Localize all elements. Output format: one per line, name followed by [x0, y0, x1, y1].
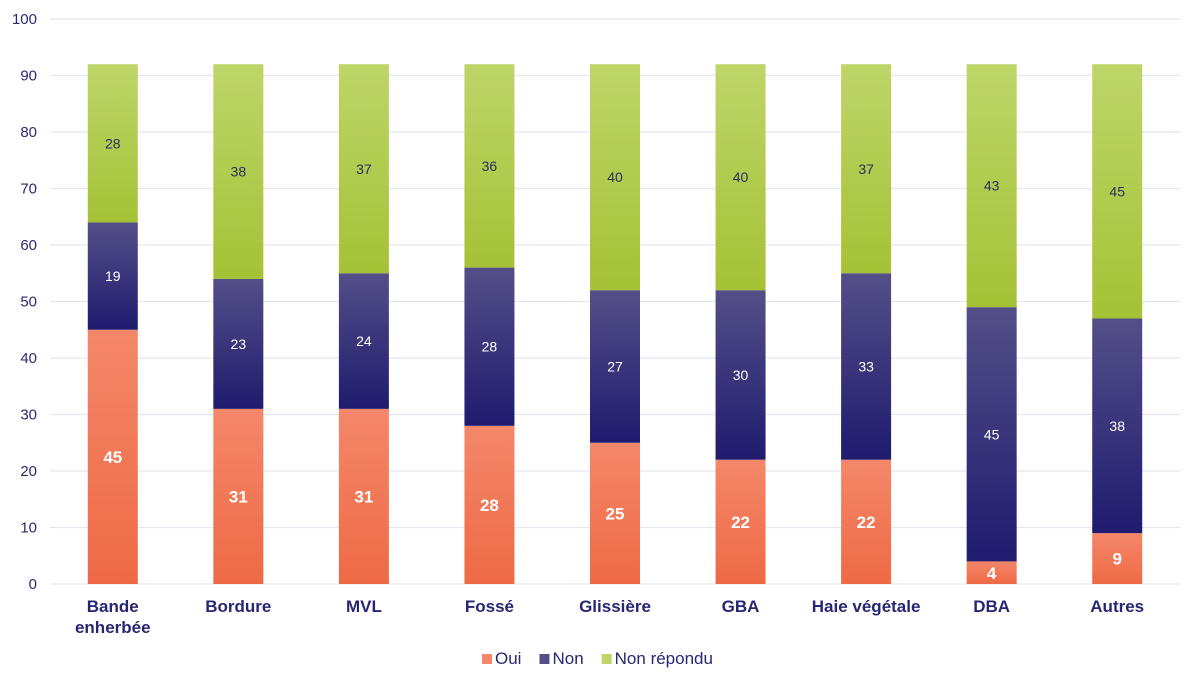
bar-segment-non-repondu — [87, 64, 138, 223]
data-label: 38 — [231, 164, 247, 180]
bar-segment-oui — [87, 329, 138, 584]
bar-segment-oui — [464, 425, 515, 584]
y-tick-label: 100 — [12, 11, 37, 28]
legend-item: Oui — [482, 649, 521, 668]
y-tick-label: 0 — [29, 576, 37, 593]
bar-segment-non-repondu — [841, 64, 892, 274]
bar-segment-non — [464, 267, 515, 426]
data-labels: 45 19 28 31 23 38 31 24 37 28 28 36 25 27 40 22 30 40 22 33… — [103, 135, 1125, 582]
data-label: 36 — [482, 158, 498, 174]
bar-segment-non — [338, 273, 389, 409]
y-tick-label: 30 — [20, 407, 37, 424]
x-axis-categories: Bande enherbée Bordure MVL Fossé Glissière GBA… — [75, 597, 1144, 637]
data-label: 22 — [731, 513, 750, 532]
y-tick-label: 90 — [20, 68, 37, 85]
data-label: 4 — [987, 564, 997, 583]
bar-segment-non-repondu — [966, 64, 1017, 308]
data-label: 33 — [858, 359, 874, 375]
y-tick-label: 50 — [20, 294, 37, 311]
x-category-label: Fossé — [465, 597, 514, 616]
bar-segment-oui — [966, 561, 1017, 584]
data-label: 30 — [733, 367, 749, 383]
data-label: 43 — [984, 178, 1000, 194]
data-label: 45 — [984, 426, 1000, 442]
data-label: 28 — [480, 496, 499, 515]
legend-swatch — [539, 654, 550, 664]
data-label: 40 — [607, 169, 623, 185]
bar-segment-non — [87, 222, 138, 330]
x-category-label: DBA — [973, 597, 1010, 616]
x-category-label: Haie végétale — [812, 597, 921, 616]
bar-segment-oui — [213, 408, 264, 584]
data-label: 19 — [105, 268, 121, 284]
x-category-label: Bande enherbée — [75, 597, 151, 637]
data-label: 28 — [482, 339, 498, 355]
bar-segment-non-repondu — [715, 64, 766, 291]
bars — [87, 64, 1143, 584]
y-tick-label: 10 — [20, 520, 37, 537]
y-tick-label: 80 — [20, 124, 37, 141]
bar-segment-non-repondu — [213, 64, 264, 279]
bar-segment-non-repondu — [590, 64, 640, 291]
bar-segment-oui — [590, 442, 640, 584]
data-label: 40 — [733, 169, 749, 185]
bar-segment-non — [715, 290, 766, 460]
legend-label: Oui — [495, 649, 521, 668]
legend-swatch — [601, 654, 612, 664]
data-label: 25 — [606, 504, 625, 523]
bar-segment-oui — [841, 459, 892, 584]
data-label: 9 — [1112, 550, 1121, 569]
data-label: 45 — [1109, 183, 1125, 199]
legend-item: Non — [539, 649, 584, 668]
data-label: 24 — [356, 333, 372, 349]
bar-segment-oui — [338, 408, 389, 584]
data-label: 37 — [356, 161, 372, 177]
bar-segment-non — [1092, 318, 1143, 534]
bar-segment-non — [841, 273, 892, 460]
y-tick-label: 60 — [20, 237, 37, 254]
bar-segment-non-repondu — [1092, 64, 1143, 319]
data-label: 37 — [858, 161, 874, 177]
data-label: 22 — [857, 513, 876, 532]
bar-segment-oui — [1092, 533, 1143, 584]
data-label: 31 — [229, 488, 248, 507]
bar-segment-oui — [715, 459, 766, 584]
x-category-label: Autres — [1090, 597, 1144, 616]
x-category-label: Glissière — [579, 597, 651, 616]
bar-segment-non — [966, 307, 1017, 562]
bar-segment-non — [590, 290, 640, 443]
bar-segment-non — [213, 278, 264, 409]
data-label: 27 — [607, 359, 623, 375]
data-label: 45 — [103, 448, 122, 467]
legend-label: Non répondu — [615, 649, 713, 668]
data-label: 23 — [231, 336, 247, 352]
legend-swatch — [482, 654, 492, 664]
data-label: 38 — [1109, 418, 1125, 434]
x-category-label: MVL — [346, 597, 382, 616]
y-tick-label: 20 — [20, 463, 37, 480]
bar-segment-non-repondu — [338, 64, 389, 274]
y-tick-label: 40 — [20, 350, 37, 367]
data-label: 31 — [354, 488, 373, 507]
legend-item: Non répondu — [601, 649, 713, 668]
x-category-label: Bordure — [205, 597, 271, 616]
y-axis-ticks: 0 10 20 30 40 50 60 70 80 90 100 — [12, 11, 37, 593]
data-label: 28 — [105, 135, 121, 151]
x-category-label: GBA — [722, 597, 760, 616]
bar-segment-non-repondu — [464, 64, 515, 268]
legend-label: Non — [552, 649, 583, 668]
legend: Oui Non Non répondu — [482, 649, 713, 668]
y-tick-label: 70 — [20, 181, 37, 198]
